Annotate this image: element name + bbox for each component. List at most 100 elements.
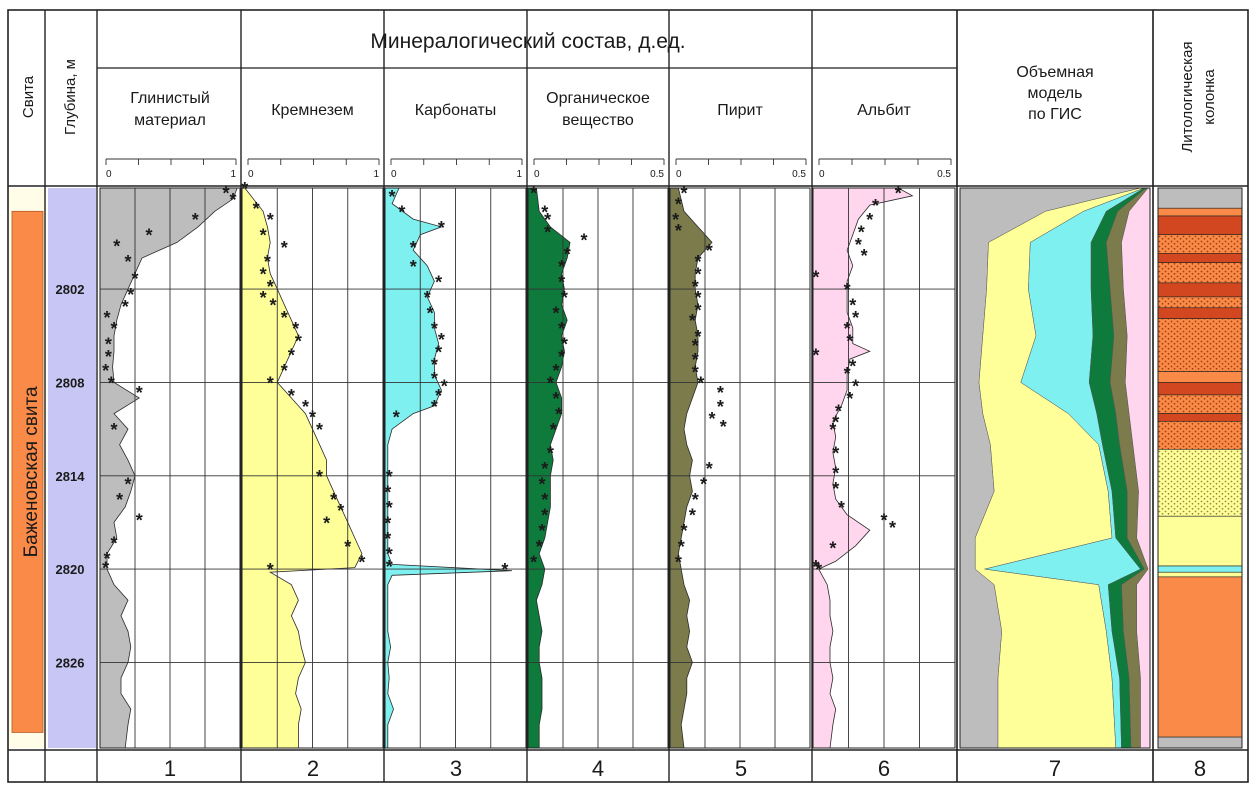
core-sample-point: * [844, 364, 851, 384]
core-sample-point: * [889, 518, 896, 538]
core-sample-point: * [105, 335, 112, 355]
scale-min-label: 0 [676, 169, 682, 180]
track-number: 6 [878, 756, 890, 781]
core-sample-point: * [316, 420, 323, 440]
core-sample-point: * [108, 373, 115, 393]
core-sample-point: * [541, 506, 548, 526]
core-sample-point: * [393, 408, 400, 428]
header-svita: Свита [20, 75, 37, 118]
core-sample-point: * [694, 327, 701, 347]
core-sample-point: * [530, 552, 537, 572]
core-sample-point: * [564, 244, 571, 264]
track-number: 1 [164, 756, 176, 781]
core-sample-point: * [694, 265, 701, 285]
scale-min-label: 0 [106, 169, 112, 180]
lithology-bed [1157, 736, 1243, 749]
core-sample-point: * [431, 319, 438, 339]
core-sample-point: * [270, 296, 277, 316]
core-sample-point: * [717, 383, 724, 403]
core-sample-point: * [241, 179, 248, 199]
core-sample-point: * [680, 184, 687, 204]
core-sample-point: * [580, 230, 587, 250]
core-sample-point: * [431, 397, 438, 417]
core-sample-point: * [435, 342, 442, 362]
core-sample-point: * [558, 257, 565, 277]
core-sample-point: * [136, 510, 143, 530]
scale-max-label: 0.5 [792, 169, 806, 180]
core-sample-point: * [555, 405, 562, 425]
track-frame [527, 187, 669, 749]
core-sample-point: * [501, 560, 508, 580]
lithology-bed [1157, 282, 1243, 298]
track-curve-3 [387, 187, 512, 748]
core-sample-point: * [110, 534, 117, 554]
lithology-bed [1157, 515, 1243, 567]
scale-min-label: 0 [248, 169, 254, 180]
core-sample-point: * [384, 513, 391, 533]
core-sample-point: * [544, 223, 551, 243]
core-sample-point: * [550, 420, 557, 440]
core-sample-point: * [872, 196, 879, 216]
core-sample-point: * [386, 557, 393, 577]
core-sample-point: * [127, 285, 134, 305]
core-sample-point: * [692, 350, 699, 370]
core-sample-point: * [541, 490, 548, 510]
lithology-bed [1157, 565, 1243, 573]
core-sample-point: * [538, 475, 545, 495]
core-sample-point: * [812, 268, 819, 288]
core-sample-point: * [855, 235, 862, 255]
core-sample-point: * [829, 420, 836, 440]
track-fill-3 [385, 188, 512, 748]
track-number: 2 [307, 756, 319, 781]
core-sample-point: * [424, 288, 431, 308]
core-sample-point: * [838, 498, 845, 518]
core-sample-point: * [124, 475, 131, 495]
core-sample-point: * [438, 330, 445, 350]
core-sample-point: * [558, 319, 565, 339]
core-sample-point: * [281, 308, 288, 328]
core-sample-point: * [895, 184, 902, 204]
track-curve-5 [677, 187, 713, 749]
core-sample-point: * [344, 537, 351, 557]
lithology-bed [1157, 215, 1243, 235]
core-sample-point: * [260, 265, 267, 285]
lithology-frame [1157, 187, 1243, 749]
core-sample-point: * [323, 513, 330, 533]
core-sample-point: * [103, 308, 110, 328]
core-sample-point: * [694, 300, 701, 320]
core-sample-point: * [122, 297, 129, 317]
core-sample-point: * [386, 545, 393, 565]
core-sample-point: * [706, 459, 713, 479]
core-sample-point: * [136, 383, 143, 403]
core-sample-point: * [145, 226, 152, 246]
core-sample-point: * [561, 335, 568, 355]
core-sample-point: * [441, 377, 448, 397]
core-sample-point: * [438, 218, 445, 238]
core-sample-point: * [330, 490, 337, 510]
core-sample-point: * [692, 490, 699, 510]
core-sample-point: * [812, 345, 819, 365]
core-sample-point: * [832, 464, 839, 484]
figure-frame [7, 9, 1249, 783]
track-label-4: Органическое [546, 90, 650, 107]
core-sample-point: * [561, 288, 568, 308]
core-sample-point: * [846, 389, 853, 409]
core-sample-point: * [358, 552, 365, 572]
core-sample-point: * [102, 361, 109, 381]
core-sample-point: * [552, 389, 559, 409]
track-number: 5 [735, 756, 747, 781]
core-sample-point: * [880, 510, 887, 530]
track-number: 3 [450, 756, 462, 781]
core-sample-point: * [192, 210, 199, 230]
core-sample-point: * [103, 549, 110, 569]
core-sample-point: * [692, 277, 699, 297]
lithology-bed [1157, 296, 1243, 309]
lith-header-line: колонка [1201, 69, 1218, 125]
volume-model-frame [959, 187, 1151, 749]
core-sample-point: * [680, 521, 687, 541]
track-label-3: Карбонаты [415, 102, 496, 119]
grid-layer: * ************** ********Глинистыйматериал… [8, 10, 1248, 782]
core-sample-point: * [675, 221, 682, 241]
header-mineral-group: Минералогический состав, д.ед. [370, 30, 685, 53]
core-sample-point: * [110, 420, 117, 440]
